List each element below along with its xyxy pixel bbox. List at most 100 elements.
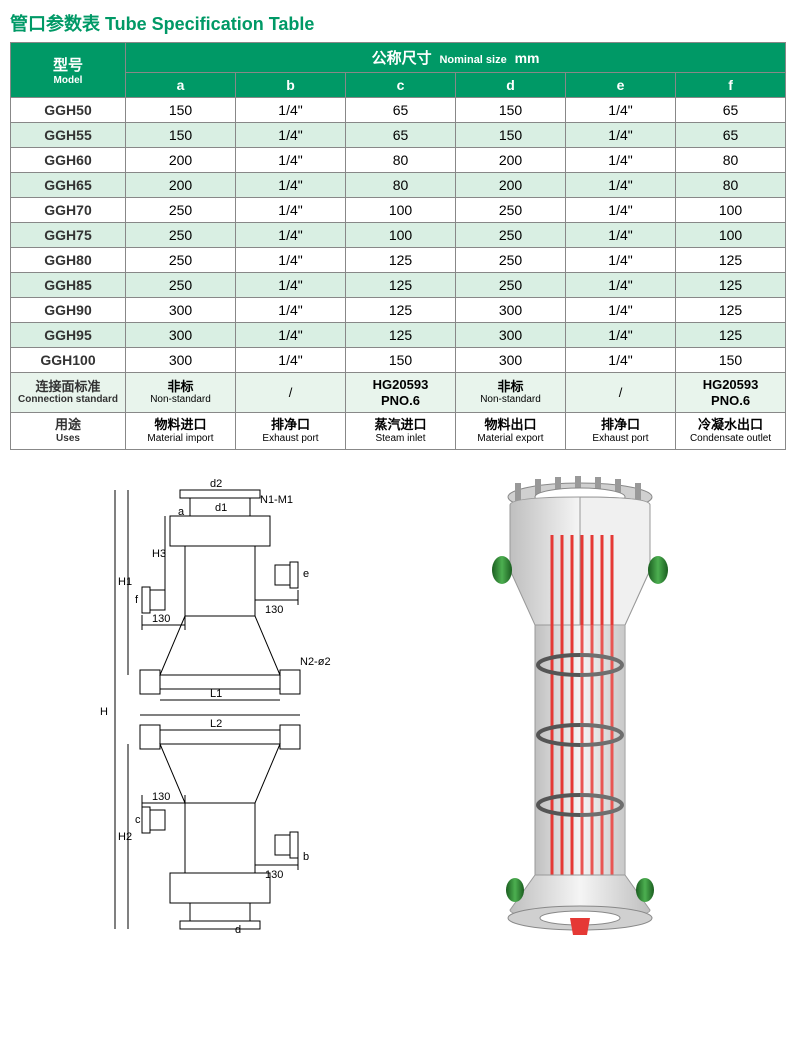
table-cell: 1/4": [236, 123, 346, 148]
svg-text:L2: L2: [210, 718, 222, 730]
uses-d-cn: 物料出口: [458, 417, 563, 433]
svg-text:H2: H2: [118, 831, 132, 843]
connection-label-cn: 连接面标准: [13, 379, 123, 395]
table-cell: 1/4": [566, 273, 676, 298]
table-cell: 65: [346, 98, 456, 123]
table-cell: 80: [346, 173, 456, 198]
table-cell: 150: [676, 348, 786, 373]
uses-b-en: Exhaust port: [238, 433, 343, 445]
table-cell: 250: [126, 223, 236, 248]
svg-text:130: 130: [152, 613, 170, 625]
table-cell: 150: [126, 123, 236, 148]
header-model: 型号 Model: [11, 43, 126, 98]
table-cell: 1/4": [566, 248, 676, 273]
table-cell: 1/4": [236, 323, 346, 348]
svg-text:H3: H3: [152, 548, 166, 560]
table-cell: GGH90: [11, 298, 126, 323]
svg-text:130: 130: [265, 869, 283, 881]
table-cell: GGH85: [11, 273, 126, 298]
uses-e-cn: 排净口: [568, 417, 673, 433]
table-cell: GGH80: [11, 248, 126, 273]
table-row: GGH501501/4"651501/4"65: [11, 98, 786, 123]
table-cell: 1/4": [236, 248, 346, 273]
header-nominal: 公称尺寸 Nominal size mm: [126, 43, 786, 73]
header-model-en: Model: [13, 75, 123, 86]
drawing-svg: d2 d1 N1-M1 a f e 130 130 N2: [60, 475, 380, 935]
header-col-a: a: [126, 73, 236, 98]
table-cell: GGH65: [11, 173, 126, 198]
table-cell: 1/4": [236, 348, 346, 373]
table-cell: 200: [126, 173, 236, 198]
svg-text:d1: d1: [215, 502, 227, 514]
table-cell: 200: [126, 148, 236, 173]
table-cell: 1/4": [236, 273, 346, 298]
table-cell: 1/4": [236, 298, 346, 323]
connection-f-l1: HG20593: [678, 377, 783, 393]
table-cell: 250: [456, 273, 566, 298]
table-cell: 1/4": [566, 298, 676, 323]
table-cell: 1/4": [566, 123, 676, 148]
table-cell: 250: [456, 248, 566, 273]
table-cell: 300: [456, 298, 566, 323]
connection-b: /: [236, 373, 346, 413]
table-cell: 125: [676, 273, 786, 298]
uses-b-cn: 排净口: [238, 417, 343, 433]
table-cell: 300: [456, 348, 566, 373]
table-cell: GGH75: [11, 223, 126, 248]
table-cell: 1/4": [566, 148, 676, 173]
table-cell: 1/4": [566, 173, 676, 198]
header-model-cn: 型号: [53, 57, 83, 74]
connection-c-l1: HG20593: [348, 377, 453, 393]
table-row: GGH953001/4"1253001/4"125: [11, 323, 786, 348]
table-cell: 250: [126, 198, 236, 223]
connection-e: /: [566, 373, 676, 413]
svg-text:d2: d2: [210, 478, 222, 490]
page-title: 管口参数表 Tube Specification Table: [10, 10, 790, 36]
table-cell: GGH95: [11, 323, 126, 348]
uses-d-en: Material export: [458, 433, 563, 445]
table-cell: 80: [346, 148, 456, 173]
header-col-c: c: [346, 73, 456, 98]
connection-d-cn: 非标: [458, 379, 563, 395]
table-cell: 200: [456, 148, 566, 173]
svg-text:130: 130: [265, 604, 283, 616]
table-row: GGH903001/4"1253001/4"125: [11, 298, 786, 323]
table-row: GGH752501/4"1002501/4"100: [11, 223, 786, 248]
table-cell: 1/4": [566, 323, 676, 348]
svg-text:N2-ø2: N2-ø2: [300, 656, 331, 668]
table-row: GGH702501/4"1002501/4"100: [11, 198, 786, 223]
header-nominal-cn: 公称尺寸: [372, 50, 432, 67]
uses-e-en: Exhaust port: [568, 433, 673, 445]
table-cell: 1/4": [236, 198, 346, 223]
table-cell: 300: [126, 348, 236, 373]
uses-a-cn: 物料进口: [128, 417, 233, 433]
table-cell: 1/4": [236, 98, 346, 123]
table-cell: 1/4": [236, 173, 346, 198]
svg-text:130: 130: [152, 791, 170, 803]
uses-f-en: Condensate outlet: [678, 433, 783, 445]
table-cell: 300: [456, 323, 566, 348]
connection-a-en: Non-standard: [128, 394, 233, 406]
table-cell: 200: [456, 173, 566, 198]
svg-text:b: b: [303, 851, 309, 863]
table-cell: 100: [676, 223, 786, 248]
table-cell: 1/4": [566, 348, 676, 373]
header-nominal-en: Nominal size: [439, 54, 506, 66]
table-cell: 250: [456, 198, 566, 223]
uses-c-cn: 蒸汽进口: [348, 417, 453, 433]
connection-a-cn: 非标: [128, 379, 233, 395]
table-cell: 100: [676, 198, 786, 223]
table-cell: 80: [676, 173, 786, 198]
svg-text:d: d: [235, 924, 241, 935]
svg-text:N1-M1: N1-M1: [260, 494, 293, 506]
table-cell: 1/4": [566, 198, 676, 223]
table-cell: 250: [126, 273, 236, 298]
svg-text:H1: H1: [118, 576, 132, 588]
table-cell: 100: [346, 198, 456, 223]
connection-d-en: Non-standard: [458, 394, 563, 406]
table-cell: GGH55: [11, 123, 126, 148]
connection-label-en: Connection standard: [13, 394, 123, 406]
uses-row: 用途Uses 物料进口Material import 排净口Exhaust po…: [11, 413, 786, 450]
table-row: GGH802501/4"1252501/4"125: [11, 248, 786, 273]
table-cell: GGH100: [11, 348, 126, 373]
